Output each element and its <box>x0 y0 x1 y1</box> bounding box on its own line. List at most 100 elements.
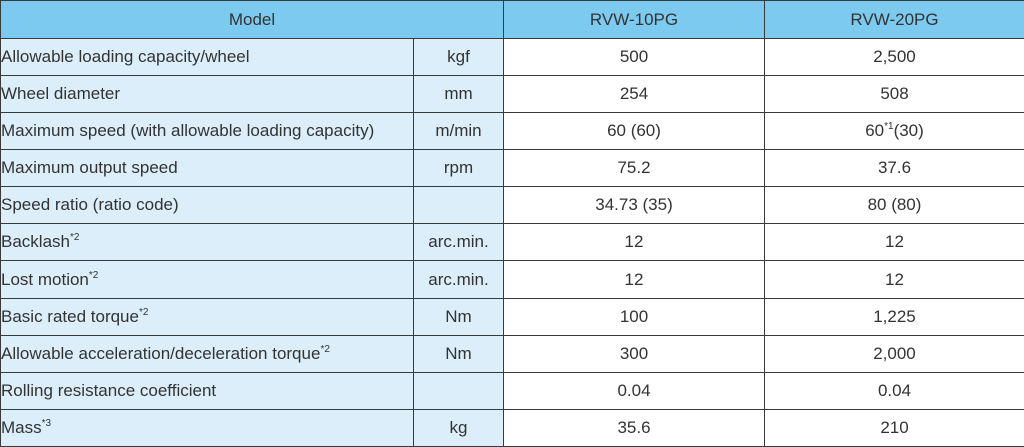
row-unit-text: kgf <box>447 47 470 67</box>
value-cell: 2,000 <box>764 334 1024 373</box>
row-label: Allowable loading capacity/wheel <box>0 37 414 77</box>
table-row: Basic rated torque*2 Nm 100 1,225 <box>0 297 1024 336</box>
row-unit: mm <box>413 75 504 114</box>
row-label: Rolling resistance coefficient <box>0 371 414 410</box>
spec-table-header: Model RVW-10PG RVW-20PG <box>0 0 1024 39</box>
value-cell-text: 100 <box>619 306 649 326</box>
row-label-text: Allowable acceleration/deceleration torq… <box>1 343 321 363</box>
row-unit: arc.min. <box>413 260 504 299</box>
value-cell-text: 500 <box>619 47 649 67</box>
value-cell-text: 0.04 <box>617 380 651 400</box>
row-label-text: Speed ratio (ratio code) <box>1 195 179 215</box>
table-row: Allowable loading capacity/wheel kgf 500 2,… <box>0 37 1024 77</box>
header-row: Model RVW-10PG RVW-20PG <box>0 0 1024 39</box>
table-row: Maximum speed (with allowable loading ca… <box>0 112 1024 151</box>
row-unit: m/min <box>413 112 504 151</box>
row-label-text: Mass <box>1 417 42 437</box>
footnote-marker: *1 <box>884 121 894 133</box>
row-unit: rpm <box>413 149 504 188</box>
row-unit: Nm <box>413 334 504 373</box>
row-unit: Nm <box>413 297 504 336</box>
row-label-text: Allowable loading capacity/wheel <box>1 47 250 67</box>
footnote-marker: *2 <box>69 232 80 244</box>
table-row: Backlash*2 arc.min. 12 12 <box>0 223 1024 262</box>
footnote-marker: *2 <box>88 269 99 281</box>
row-unit-text: Nm <box>445 306 472 326</box>
value-cell: 75.2 <box>503 149 765 188</box>
spec-table-body: Allowable loading capacity/wheel kgf 500 2,… <box>0 37 1024 447</box>
value-cell-text: 35.6 <box>617 417 651 437</box>
table-row: Allowable acceleration/deceleration torq… <box>0 334 1024 373</box>
row-label: Backlash*2 <box>0 223 414 262</box>
value-cell-text: 12 <box>885 232 904 252</box>
value-cell: 37.6 <box>764 149 1024 188</box>
table-row: Wheel diameter mm 254 508 <box>0 75 1024 114</box>
row-unit <box>413 186 504 225</box>
value-cell-text: 1,225 <box>873 306 916 326</box>
row-label-text: Rolling resistance coefficient <box>1 380 217 400</box>
row-unit-text: arc.min. <box>428 269 489 289</box>
value-cell: 0.04 <box>503 371 765 410</box>
value-cell-text: 60 <box>865 121 885 141</box>
value-cell: 12 <box>764 223 1024 262</box>
value-cell-suffix: (30) <box>893 121 924 141</box>
row-label: Mass*3 <box>0 408 414 447</box>
value-cell-text: 2,000 <box>873 343 916 363</box>
row-label-text: Backlash <box>1 232 70 252</box>
row-unit-text: arc.min. <box>428 232 489 252</box>
value-cell-text: 34.73 (35) <box>595 195 673 215</box>
footnote-marker: *3 <box>41 417 52 429</box>
row-unit: arc.min. <box>413 223 504 262</box>
row-unit: kg <box>413 408 504 447</box>
row-label: Maximum speed (with allowable loading ca… <box>0 112 414 151</box>
value-cell-text: 0.04 <box>877 380 912 400</box>
value-cell-text: 80 (80) <box>867 195 922 215</box>
value-cell-text: 60 (60) <box>607 121 661 141</box>
value-cell-text: 300 <box>619 343 649 363</box>
table-row: Mass*3 kg 35.6 210 <box>0 408 1024 447</box>
value-cell-text: 210 <box>880 417 909 437</box>
row-unit-text: m/min <box>435 121 482 141</box>
row-unit-text: mm <box>444 84 473 104</box>
row-label: Lost motion*2 <box>0 260 414 299</box>
value-cell: 254 <box>503 75 765 114</box>
table-row: Maximum output speed rpm 75.2 37.6 <box>0 149 1024 188</box>
footnote-marker: *2 <box>138 306 149 318</box>
row-unit-text: kg <box>449 417 468 437</box>
table-row: Speed ratio (ratio code) 34.73 (35) 80 (80… <box>0 186 1024 225</box>
value-cell: 500 <box>503 37 765 77</box>
table-row: Lost motion*2 arc.min. 12 12 <box>0 260 1024 299</box>
row-label-text: Basic rated torque <box>1 306 139 326</box>
value-cell: 60 (60) <box>503 112 765 151</box>
value-cell: 60*1(30) <box>764 112 1024 151</box>
value-cell: 508 <box>764 75 1024 114</box>
model-header: Model <box>0 0 504 39</box>
row-label: Wheel diameter <box>0 75 414 114</box>
row-unit-text: Nm <box>445 343 472 363</box>
value-cell: 35.6 <box>503 408 765 447</box>
value-cell: 80 (80) <box>764 186 1024 225</box>
value-cell-text: 254 <box>619 84 649 104</box>
value-cell-text: 2,500 <box>873 47 916 67</box>
row-label-text: Wheel diameter <box>1 84 121 104</box>
value-cell: 210 <box>764 408 1024 447</box>
value-cell: 12 <box>503 223 765 262</box>
table-row: Rolling resistance coefficient 0.04 0.04 <box>0 371 1024 410</box>
value-cell: 34.73 (35) <box>503 186 765 225</box>
row-label: Maximum output speed <box>0 149 414 188</box>
value-cell: 100 <box>503 297 765 336</box>
row-label: Speed ratio (ratio code) <box>0 186 414 225</box>
value-cell-text: 12 <box>624 232 644 252</box>
row-label-text: Maximum output speed <box>1 158 178 178</box>
value-cell-text: 12 <box>885 269 904 289</box>
model-column-header: RVW-20PG <box>764 0 1024 39</box>
value-cell-text: 75.2 <box>617 158 651 178</box>
row-label: Basic rated torque*2 <box>0 297 414 336</box>
footnote-marker: *2 <box>320 343 330 355</box>
value-cell: 0.04 <box>764 371 1024 410</box>
row-label-text: Maximum speed (with allowable loading ca… <box>1 121 375 141</box>
value-cell: 2,500 <box>764 37 1024 77</box>
value-cell-text: 37.6 <box>877 158 912 178</box>
row-label-text: Lost motion <box>1 269 89 289</box>
row-label: Allowable acceleration/deceleration torq… <box>0 334 414 373</box>
